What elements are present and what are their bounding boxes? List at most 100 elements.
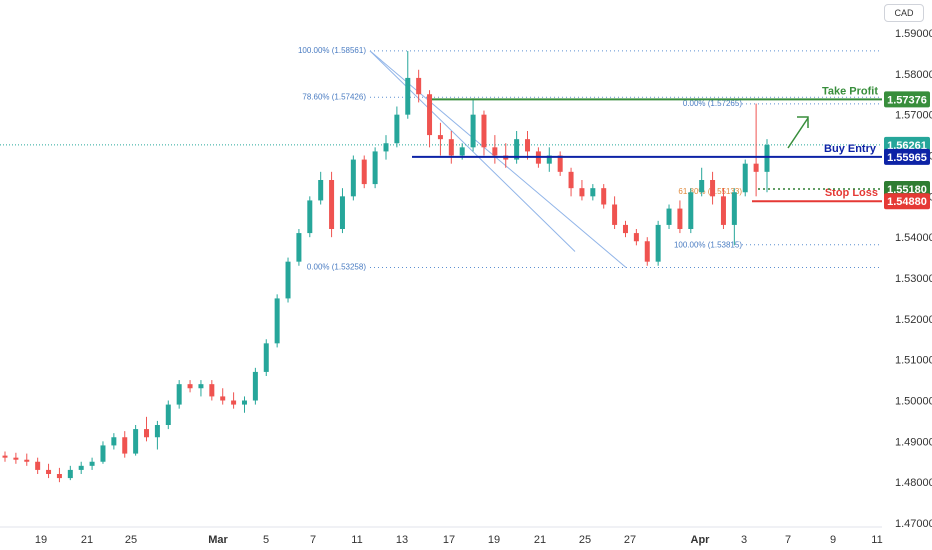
candle-body [546, 155, 552, 164]
fib-label: 100.00% (1.58561) [298, 46, 366, 55]
fib-label: 0.00% (1.57265) [683, 99, 742, 108]
y-tick-label: 1.47000 [895, 518, 932, 530]
x-tick-label: 11 [871, 534, 882, 546]
price-tag-text: 1.56261 [887, 140, 927, 152]
candle-body [579, 188, 585, 197]
fib-label: 0.00% (1.53258) [307, 262, 366, 271]
candle-body [372, 151, 378, 185]
candle-body [644, 241, 650, 262]
candle-body [231, 400, 237, 405]
x-axis: 19 21 25 Mar 5 7 11 13 17 19 21 25 27 Apr 3 7 9 11 [0, 526, 883, 546]
currency-label: CAD [894, 8, 914, 18]
candle-body [753, 163, 759, 172]
price-tag-bg [884, 180, 930, 197]
candle-body [720, 196, 726, 225]
x-tick-label: 5 [263, 534, 269, 546]
candle-body [67, 469, 73, 479]
candle-body [601, 188, 607, 205]
candle-body [122, 437, 128, 454]
stop-loss-label: Stop Loss [825, 187, 878, 199]
candle-body [405, 77, 411, 115]
candle-body [492, 147, 498, 156]
candle-body [35, 461, 41, 470]
candle-body [263, 343, 269, 372]
candle-body [481, 114, 487, 148]
candle-body [350, 159, 356, 197]
y-tick-label: 1.53000 [895, 273, 932, 285]
y-tick-label: 1.49000 [895, 436, 932, 448]
candle-body [731, 192, 737, 225]
fib-trend-line [369, 50, 576, 252]
candle-body [525, 139, 531, 152]
candle-body [100, 445, 106, 462]
y-tick-label: 1.50000 [895, 396, 932, 408]
price-tag-text: 1.57376 [887, 94, 927, 106]
currency-selector[interactable]: CAD [884, 4, 924, 22]
candle-body [198, 384, 204, 389]
take-profit-label: Take Profit [822, 85, 878, 97]
x-tick-label: 13 [396, 534, 408, 546]
x-tick-label: 19 [35, 534, 47, 546]
candle-body [448, 139, 454, 156]
candle-body [56, 474, 62, 479]
x-tick-label: 7 [310, 534, 316, 546]
candle-body [339, 196, 345, 229]
candle-body [274, 298, 280, 344]
candle-body [437, 135, 443, 140]
candle-body [666, 208, 672, 225]
price-tag-bg [884, 91, 930, 108]
candle-body [677, 208, 683, 229]
candle-body [557, 155, 563, 172]
candle-body [187, 384, 193, 389]
candle-body [699, 180, 705, 193]
y-tick-label: 1.54000 [895, 232, 932, 244]
candle-body [220, 396, 226, 401]
candles [2, 50, 770, 483]
price-tag-text: 1.55965 [887, 152, 927, 164]
candle-body [416, 77, 422, 95]
candle-body [470, 114, 476, 148]
candle-body [427, 94, 433, 136]
candle-body [2, 455, 8, 458]
candle-body [633, 233, 639, 242]
y-tick-label: 1.58000 [895, 69, 932, 81]
x-tick-label: 3 [741, 534, 747, 546]
x-tick-label: 11 [351, 534, 362, 546]
y-tick-label: 1.51000 [895, 355, 932, 367]
fib-label: 100.00% (1.53815) [674, 241, 742, 250]
candle-body [459, 147, 465, 156]
candle-body [622, 224, 628, 234]
x-tick-label: 7 [785, 534, 791, 546]
candle-body [612, 204, 618, 225]
price-tag-text: 1.55180 [887, 184, 927, 196]
candle-body [394, 114, 400, 144]
candle-body [514, 139, 520, 160]
candle-body [165, 404, 171, 425]
fibonacci-lines: 100.00% (1.58561) 78.60% (1.57426) 0.00% (… [0, 46, 882, 271]
candle-body [13, 457, 19, 460]
candle-body [568, 171, 574, 189]
candle-body [383, 143, 389, 152]
candle-body [252, 371, 258, 401]
x-tick-label: 19 [488, 534, 500, 546]
price-tag-text: 1.54880 [887, 196, 927, 208]
y-tick-label: 1.52000 [895, 314, 932, 326]
candle-body [307, 200, 313, 234]
fib-label: 78.60% (1.57426) [302, 92, 366, 101]
x-tick-label: 27 [624, 534, 636, 546]
x-tick-label: 25 [579, 534, 591, 546]
x-tick-label: 25 [125, 534, 137, 546]
candle-body [710, 180, 716, 197]
trade-levels: Take Profit Buy Entry Stop Loss [412, 85, 882, 203]
candle-body [154, 425, 160, 438]
x-tick-label: 17 [443, 534, 455, 546]
x-tick-label: Mar [208, 534, 228, 546]
y-tick-label: 1.48000 [895, 477, 932, 489]
candle-body [742, 163, 748, 193]
candle-body [176, 384, 182, 405]
candle-body [688, 192, 694, 229]
candle-body [361, 159, 367, 185]
y-tick-label: 1.59000 [895, 28, 932, 40]
